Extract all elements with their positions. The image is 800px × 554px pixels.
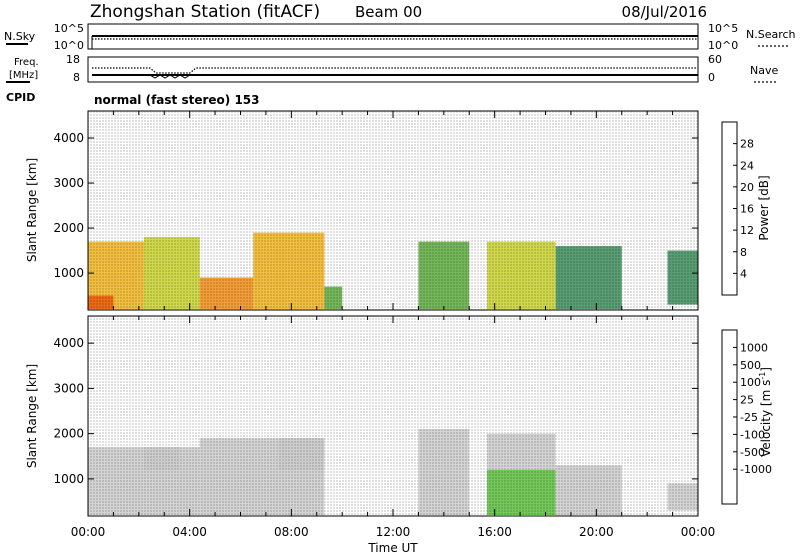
time-tick-label: 00:00 bbox=[681, 525, 716, 539]
velocity-ytick-label: 1000 bbox=[53, 472, 84, 486]
velocity-colorbar-tick-label: 1000 bbox=[740, 341, 768, 354]
power-texture bbox=[88, 111, 698, 310]
cpid-text: normal (fast stereo) 153 bbox=[94, 93, 260, 107]
nave-series-line bbox=[92, 67, 698, 74]
nave-dip-zigzag bbox=[149, 74, 191, 79]
freq-tick-bottom: 8 bbox=[73, 71, 80, 84]
power-ytick-label: 4000 bbox=[53, 131, 84, 145]
velocity-colorbar-tick-label: -1000 bbox=[740, 463, 772, 476]
velocity-colorbar-ticks: 1000 500 100 25 -25 -100 -500 -1000 bbox=[733, 341, 772, 476]
velocity-colorbar-tick-label: 25 bbox=[740, 394, 754, 407]
freq-label-2: [MHz] bbox=[9, 70, 38, 81]
date-label: 08/Jul/2016 bbox=[622, 3, 707, 21]
nsky-tick-bottom: 10^0 bbox=[54, 39, 84, 52]
power-ytick-label: 3000 bbox=[53, 176, 84, 190]
nsearch-tick-bottom: 10^0 bbox=[708, 39, 738, 52]
time-tick-label: 12:00 bbox=[376, 525, 411, 539]
time-axis-label: Time UT bbox=[367, 541, 418, 554]
power-panel: Slant Range [km] 4000 3000 2000 1000 bbox=[25, 110, 699, 311]
velocity-ytick-label: 4000 bbox=[53, 336, 84, 350]
power-yticks: 4000 3000 2000 1000 bbox=[53, 131, 698, 280]
nsky-panel: N.Sky 10^5 10^0 10^5 10^0 N.Search bbox=[4, 22, 796, 52]
velocity-colorbar-tick-label: -100 bbox=[740, 428, 765, 441]
time-tick-label: 16:00 bbox=[477, 525, 512, 539]
time-axis-labels: 00:00 04:00 08:00 12:00 16:00 20:00 00:00 bbox=[71, 525, 716, 539]
nsky-label: N.Sky bbox=[4, 30, 36, 43]
velocity-colorbar-label: Velocity [m s-1] bbox=[758, 367, 773, 457]
velocity-colorbar-tick-label: 100 bbox=[740, 376, 761, 389]
power-colorbar: 28 24 20 16 12 8 4 Power [dB] bbox=[721, 121, 771, 296]
nsky-tick-top: 10^5 bbox=[54, 22, 84, 35]
power-colorbar-tick-label: 16 bbox=[740, 203, 754, 216]
velocity-xticks bbox=[87, 316, 699, 516]
power-ytick-label: 2000 bbox=[53, 221, 84, 235]
nave-tick-bottom: 0 bbox=[708, 71, 715, 84]
velocity-label-superscript: -1 bbox=[758, 372, 767, 380]
power-colorbar-tick-label: 8 bbox=[740, 246, 747, 259]
power-ytick-label: 1000 bbox=[53, 266, 84, 280]
nave-tick-top: 60 bbox=[708, 53, 722, 66]
time-tick-label: 08:00 bbox=[274, 525, 309, 539]
time-tick-label: 20:00 bbox=[579, 525, 614, 539]
velocity-panel: Slant Range [km] 4000 3000 2000 1000 bbox=[25, 315, 699, 517]
freq-tick-top: 18 bbox=[66, 53, 80, 66]
velocity-yticks: 4000 3000 2000 1000 bbox=[53, 336, 698, 486]
nave-label: Nave bbox=[750, 64, 778, 77]
power-colorbar-tick-label: 24 bbox=[740, 159, 754, 172]
freq-panel: Freq. [MHz] 18 8 60 0 Nave CPID normal (… bbox=[6, 53, 778, 107]
freq-label-1: Freq. bbox=[14, 57, 39, 68]
power-colorbar-tick-label: 12 bbox=[740, 224, 754, 237]
cpid-label: CPID bbox=[6, 91, 35, 104]
velocity-ytick-label: 2000 bbox=[53, 427, 84, 441]
power-colorbar-ticks: 28 24 20 16 12 8 4 bbox=[733, 138, 754, 280]
velocity-colorbar-tick-label: 500 bbox=[740, 359, 761, 372]
power-colorbar-tick-label: 20 bbox=[740, 181, 754, 194]
velocity-texture bbox=[88, 316, 698, 516]
power-colorbar-label: Power [dB] bbox=[757, 175, 771, 240]
velocity-ylabel: Slant Range [km] bbox=[25, 364, 39, 468]
time-tick-label: 00:00 bbox=[71, 525, 106, 539]
power-colorbar-tick-label: 4 bbox=[740, 267, 747, 280]
time-tick-label: 04:00 bbox=[172, 525, 207, 539]
velocity-label-main: Velocity [m s bbox=[759, 380, 773, 457]
power-xticks bbox=[87, 111, 699, 310]
velocity-colorbar-tick-label: -25 bbox=[740, 411, 758, 424]
figure-title: Zhongshan Station (fitACF) bbox=[90, 2, 320, 22]
nsearch-tick-top: 10^5 bbox=[708, 22, 738, 35]
velocity-colorbar-tick-label: -500 bbox=[740, 446, 765, 459]
power-colorbar-tick-label: 28 bbox=[740, 138, 754, 151]
freq-frame bbox=[87, 56, 699, 83]
power-ylabel: Slant Range [km] bbox=[25, 158, 39, 262]
velocity-colorbar: 1000 500 100 25 -25 -100 -500 -1000 Velocity [m… bbox=[721, 329, 773, 505]
velocity-ytick-label: 3000 bbox=[53, 381, 84, 395]
velocity-label-end: ] bbox=[759, 367, 773, 372]
nsearch-label: N.Search bbox=[746, 28, 796, 41]
beam-label: Beam 00 bbox=[355, 3, 422, 21]
